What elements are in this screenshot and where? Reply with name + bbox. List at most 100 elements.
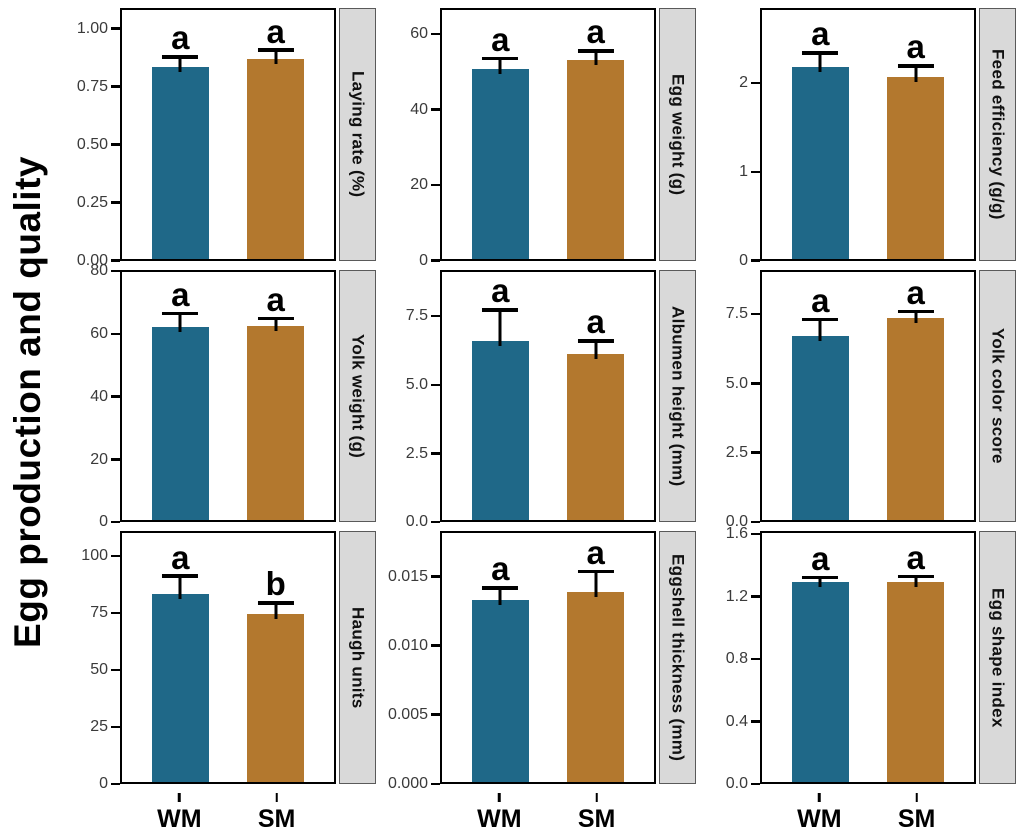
y-tick-label: 60 bbox=[90, 325, 108, 343]
y-axis: 0 20 40 60 bbox=[388, 8, 440, 268]
x-axis-spacer-right bbox=[656, 793, 696, 839]
facet-strip-label: Feed efficiency (g/g) bbox=[988, 48, 1008, 220]
significance-letter-wm: a bbox=[811, 15, 830, 53]
facet-strip-egg-shape-index: Egg shape index bbox=[979, 531, 1016, 784]
x-label-wm: WM bbox=[157, 805, 202, 833]
facet-strip-label: Egg weight (g) bbox=[668, 73, 688, 195]
error-bar-cap-sm bbox=[577, 49, 614, 53]
y-tick-label: 0.010 bbox=[387, 636, 428, 654]
x-label-sm: SM bbox=[257, 805, 296, 833]
facet-panel-albumen-height-mm: 0.0 2.5 5.0 7.5 a a Albumen height (mm) bbox=[388, 269, 696, 530]
y-tick-mark bbox=[111, 332, 120, 336]
x-tick-mark-wm bbox=[498, 793, 501, 802]
error-bar-sm bbox=[594, 340, 598, 360]
y-tick-label: 0.0 bbox=[725, 513, 748, 531]
x-axis-area: WM SM bbox=[440, 793, 656, 839]
y-tick-label: 0.00 bbox=[76, 251, 108, 269]
facet-strip-label: Eggshell thickness (mm) bbox=[668, 554, 688, 762]
error-bar-sm bbox=[274, 318, 278, 331]
x-label-wm: WM bbox=[477, 805, 522, 833]
bar-sm bbox=[887, 77, 945, 259]
x-axis: WM SM bbox=[68, 793, 376, 839]
error-bar-wm bbox=[498, 587, 502, 605]
x-axis-spacer-left bbox=[68, 793, 120, 839]
error-bar-cap-sm bbox=[257, 601, 294, 605]
error-bar-wm bbox=[818, 52, 822, 72]
error-bar-cap-sm bbox=[897, 309, 934, 314]
y-tick-mark bbox=[111, 143, 120, 146]
significance-letter-wm: a bbox=[491, 550, 510, 588]
bar-wm bbox=[151, 327, 209, 521]
bar-wm bbox=[791, 582, 849, 782]
y-tick-mark bbox=[431, 713, 440, 716]
facet-strip-albumen-height-mm: Albumen height (mm) bbox=[659, 269, 696, 523]
y-tick-label: 60 bbox=[410, 25, 428, 43]
error-bar-wm bbox=[818, 577, 822, 588]
bar-sm bbox=[567, 60, 625, 259]
error-bar-sm bbox=[914, 311, 918, 324]
y-tick-label: 0 bbox=[739, 251, 748, 269]
facet-column-2: 0 20 40 60 a a Egg weight (g) 0.0 2.5 5.0 7.5 a a Alb… bbox=[388, 8, 696, 839]
y-tick-mark bbox=[751, 657, 760, 661]
y-tick-label: 0.000 bbox=[387, 775, 428, 792]
bar-wm bbox=[791, 66, 849, 259]
x-tick-mark-wm bbox=[178, 793, 181, 802]
significance-letter-sm: a bbox=[906, 273, 925, 311]
significance-letter-sm: a bbox=[266, 12, 285, 50]
significance-letter-sm: a bbox=[906, 28, 925, 66]
y-tick-mark bbox=[431, 520, 440, 524]
significance-letter-sm: a bbox=[586, 534, 605, 571]
y-tick-mark bbox=[751, 312, 760, 316]
bar-sm bbox=[247, 59, 305, 259]
facet-strip-label: Laying rate (%) bbox=[348, 71, 368, 198]
y-tick-mark bbox=[111, 458, 120, 461]
significance-letter-sm: a bbox=[586, 303, 605, 341]
error-bar-cap-wm bbox=[162, 311, 199, 316]
y-tick-mark bbox=[751, 520, 760, 524]
y-tick-label: 0.4 bbox=[725, 712, 748, 730]
y-tick-label: 0.50 bbox=[76, 135, 108, 153]
facet-strip-feed-efficiency-g-g: Feed efficiency (g/g) bbox=[979, 8, 1016, 261]
y-tick-mark bbox=[431, 314, 440, 318]
y-tick-label: 5.0 bbox=[405, 376, 428, 394]
facet-strip-eggshell-thickness-mm: Eggshell thickness (mm) bbox=[659, 531, 696, 784]
error-bar-cap-wm bbox=[162, 574, 199, 578]
y-tick-label: 25 bbox=[90, 718, 108, 736]
y-tick-label: 0.25 bbox=[76, 193, 108, 211]
y-tick-label: 0 bbox=[99, 513, 108, 531]
y-tick-label: 2.5 bbox=[405, 444, 428, 462]
y-tick-label: 100 bbox=[81, 547, 108, 565]
y-tick-mark bbox=[111, 520, 120, 524]
y-tick-label: 5.0 bbox=[725, 374, 748, 392]
error-bar-wm bbox=[818, 319, 822, 341]
y-axis: 0.000 0.005 0.010 0.015 bbox=[387, 531, 440, 792]
facet-strip-egg-weight-g: Egg weight (g) bbox=[659, 8, 696, 261]
error-bar-cap-sm bbox=[577, 569, 614, 574]
facet-strip-haugh-units: Haugh units bbox=[339, 531, 376, 784]
y-tick-label: 2.5 bbox=[725, 443, 748, 461]
y-tick-mark bbox=[111, 85, 120, 88]
bar-sm bbox=[567, 354, 625, 521]
facet-panel-haugh-units: 0 25 50 75 100 a b Haugh units bbox=[68, 531, 376, 792]
facet-strip-label: Haugh units bbox=[348, 606, 368, 709]
y-tick-mark bbox=[111, 668, 120, 672]
y-tick-mark bbox=[751, 720, 760, 723]
facet-panel-eggshell-thickness-mm: 0.000 0.005 0.010 0.015 a a Eggshell thickness… bbox=[387, 531, 696, 792]
y-tick-mark bbox=[111, 201, 120, 204]
significance-letter-sm: a bbox=[586, 13, 605, 51]
error-bar-wm bbox=[178, 56, 182, 73]
error-bar-cap-wm bbox=[162, 55, 199, 59]
facet-panel-yolk-weight-g: 0 20 40 60 80 a a Yolk weight (g) bbox=[68, 263, 376, 530]
y-tick-label: 1 bbox=[739, 163, 748, 181]
facet-strip-label: Albumen height (mm) bbox=[668, 305, 688, 487]
facet-strip-label: Yolk weight (g) bbox=[348, 333, 368, 459]
facet-panel-feed-efficiency-g-g: 0 1 2 a a Feed efficiency (g/g) bbox=[708, 8, 1016, 268]
figure-y-axis-title: Egg production and quality bbox=[7, 155, 48, 648]
y-tick-label: 1.00 bbox=[76, 19, 108, 37]
x-tick-mark-sm bbox=[275, 793, 278, 802]
